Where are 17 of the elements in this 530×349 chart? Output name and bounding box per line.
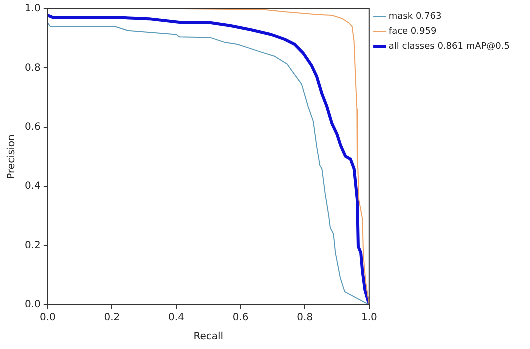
x-tick-label: 0.8 <box>297 312 314 324</box>
legend-label: all classes 0.861 mAP@0.5 <box>388 42 510 52</box>
y-axis-title: Precision <box>6 134 18 180</box>
legend-label: face 0.959 <box>388 26 437 37</box>
y-tick-label: 0.6 <box>24 122 41 133</box>
y-tick-label: 0.8 <box>24 62 41 74</box>
y-tick-label: 0.0 <box>24 300 41 311</box>
y-tick-label: 1.0 <box>24 4 41 15</box>
x-tick-label: 1.0 <box>361 312 378 324</box>
x-tick-label: 0.6 <box>232 312 249 324</box>
legend-label: mask 0.763 <box>388 12 442 22</box>
y-tick-label: 0.4 <box>24 181 41 192</box>
x-tick-label: 0.2 <box>104 312 120 324</box>
x-axis-title: Recall <box>194 332 224 343</box>
x-tick-label: 0.0 <box>40 312 56 324</box>
x-tick-label: 0.4 <box>168 312 184 324</box>
y-tick-label: 0.2 <box>24 240 41 252</box>
